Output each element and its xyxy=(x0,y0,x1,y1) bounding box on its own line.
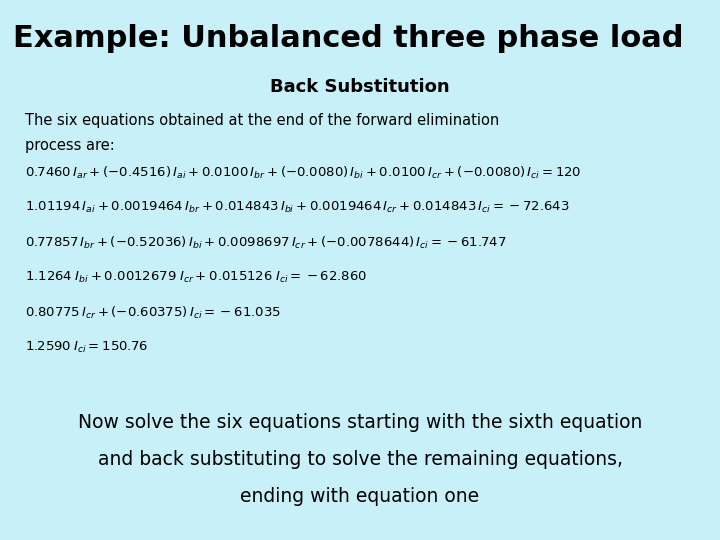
Text: process are:: process are: xyxy=(25,138,115,153)
Text: and back substituting to solve the remaining equations,: and back substituting to solve the remai… xyxy=(97,450,623,469)
Text: $1.1264\;I_{bi} + 0.0012679\;I_{cr} + 0.015126\;I_{ci} = -62.860$: $1.1264\;I_{bi} + 0.0012679\;I_{cr} + 0.… xyxy=(25,270,367,285)
Text: $1.01194\,I_{ai} + 0.0019464\,I_{br} + 0.014843\,I_{bi} + 0.0019464\,I_{cr} + 0.: $1.01194\,I_{ai} + 0.0019464\,I_{br} + 0… xyxy=(25,200,570,215)
Text: Example: Unbalanced three phase load: Example: Unbalanced three phase load xyxy=(13,24,683,53)
Text: Back Substitution: Back Substitution xyxy=(270,78,450,96)
Text: The six equations obtained at the end of the forward elimination: The six equations obtained at the end of… xyxy=(25,113,500,129)
Text: $1.2590\;I_{ci} = 150.76$: $1.2590\;I_{ci} = 150.76$ xyxy=(25,340,148,355)
Text: $0.7460\,I_{ar} + (-0.4516)\,I_{ai} + 0.0100\,I_{br} + (-0.0080)\,I_{bi} + 0.010: $0.7460\,I_{ar} + (-0.4516)\,I_{ai} + 0.… xyxy=(25,165,582,181)
Text: Now solve the six equations starting with the sixth equation: Now solve the six equations starting wit… xyxy=(78,413,642,432)
Text: ending with equation one: ending with equation one xyxy=(240,487,480,505)
Text: $0.77857\,I_{br} + (-0.52036)\,I_{bi} + 0.0098697\,I_{cr} + (-0.0078644)\,I_{ci}: $0.77857\,I_{br} + (-0.52036)\,I_{bi} + … xyxy=(25,235,507,251)
Text: $0.80775\,I_{cr} + (-0.60375)\,I_{ci} = -61.035$: $0.80775\,I_{cr} + (-0.60375)\,I_{ci} = … xyxy=(25,305,281,321)
